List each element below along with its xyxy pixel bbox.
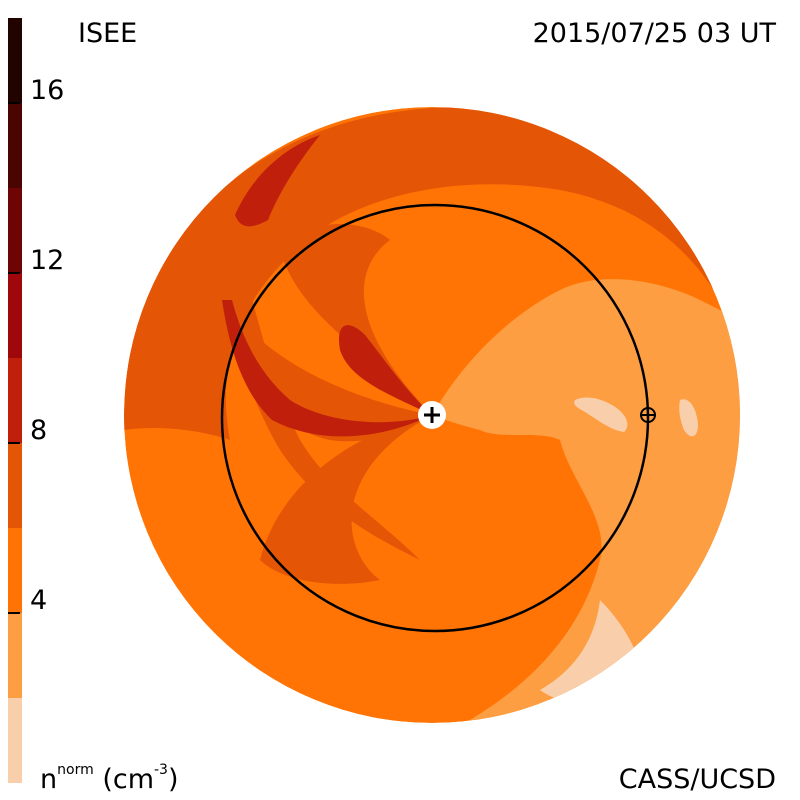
unit-pre: (cm bbox=[102, 764, 154, 795]
region-dark-band-3 bbox=[222, 300, 432, 437]
region-spiral-arm-1 bbox=[280, 223, 432, 415]
sun-marker bbox=[418, 401, 446, 429]
region-palest-2 bbox=[679, 399, 698, 437]
credit-label: CASS/UCSD bbox=[618, 764, 776, 795]
datetime-label: 2015/07/25 03 UT bbox=[532, 18, 776, 49]
source-label: ISEE bbox=[78, 18, 138, 49]
region-dark-band-2 bbox=[339, 325, 432, 415]
colorbar-tick-label: 8 bbox=[30, 415, 48, 446]
colorbar-segment bbox=[8, 358, 22, 443]
colorbar-segment bbox=[8, 698, 22, 783]
region-spiral-arm-2 bbox=[260, 415, 432, 584]
colorbar-segment bbox=[8, 103, 22, 188]
region-dark-band-1 bbox=[235, 135, 320, 227]
colorbar-tick-label: 16 bbox=[30, 75, 65, 106]
colorbar-segment bbox=[8, 613, 22, 698]
colorbar-tick-label: 12 bbox=[30, 245, 65, 276]
colorbar-segment bbox=[8, 188, 22, 273]
colorbar-tick bbox=[8, 102, 20, 104]
colorbar-tick bbox=[8, 612, 20, 614]
colorbar-segment bbox=[8, 443, 22, 528]
quantity-base: n bbox=[40, 764, 58, 795]
region-palest-1 bbox=[574, 397, 628, 432]
colorbar-quantity-label: nnorm (cm-3) bbox=[40, 763, 179, 795]
region-left-swirl bbox=[200, 237, 420, 560]
unit-sup: -3 bbox=[154, 762, 168, 778]
quantity-sup: norm bbox=[57, 762, 94, 778]
colorbar-segment bbox=[8, 18, 22, 103]
colorbar-tick-label: 4 bbox=[30, 585, 48, 616]
colorbar bbox=[8, 18, 22, 783]
colorbar-tick bbox=[8, 442, 20, 444]
colorbar-segment bbox=[8, 528, 22, 613]
earth-marker bbox=[640, 407, 656, 423]
unit-post: ) bbox=[167, 764, 179, 795]
colorbar-segment bbox=[8, 273, 22, 358]
colorbar-tick bbox=[8, 272, 20, 274]
